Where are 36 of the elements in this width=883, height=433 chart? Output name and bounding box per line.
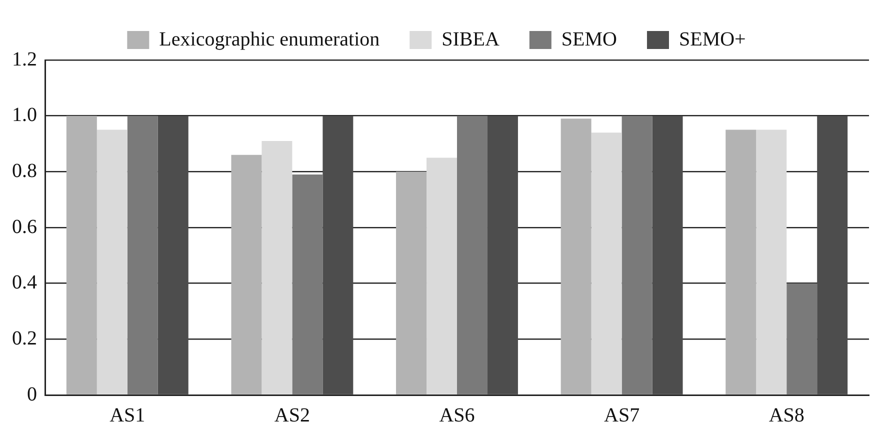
bar: [262, 140, 292, 394]
bar: [487, 116, 518, 394]
legend-label: SEMO+: [678, 28, 746, 50]
bar: [396, 172, 427, 394]
bar: [66, 116, 97, 394]
x-tick-label: AS7: [604, 404, 640, 426]
bar: [622, 116, 652, 394]
y-tick-label: 0.6: [12, 216, 37, 238]
bar: [292, 174, 323, 394]
bar: [127, 116, 158, 394]
bar: [726, 130, 756, 394]
bar: [652, 116, 683, 394]
bar: [426, 158, 457, 394]
bar: [158, 116, 188, 394]
y-tick-label: 1.0: [12, 104, 37, 126]
bar: [96, 130, 128, 394]
y-tick-label: 0: [27, 383, 37, 406]
x-tick-label: AS6: [439, 404, 475, 426]
legend-label: Lexicographic enumeration: [159, 28, 380, 50]
bar: [786, 283, 818, 394]
y-tick-label: 0.4: [12, 272, 37, 294]
bar: [591, 132, 622, 394]
y-tick-label: 1.2: [12, 48, 37, 70]
legend-label: SIBEA: [442, 28, 500, 50]
y-tick-label: 0.8: [12, 160, 37, 182]
bar: [560, 118, 592, 394]
x-tick-label: AS8: [768, 404, 804, 426]
x-tick-label: AS2: [274, 404, 310, 426]
x-tick-label: AS1: [110, 404, 146, 426]
bar: [322, 116, 354, 394]
bar: [231, 154, 262, 394]
y-tick-label: 0.2: [12, 327, 37, 350]
bar: [756, 130, 787, 394]
bar: [817, 116, 848, 394]
bar: [457, 116, 488, 394]
legend-label: SEMO: [561, 28, 617, 50]
